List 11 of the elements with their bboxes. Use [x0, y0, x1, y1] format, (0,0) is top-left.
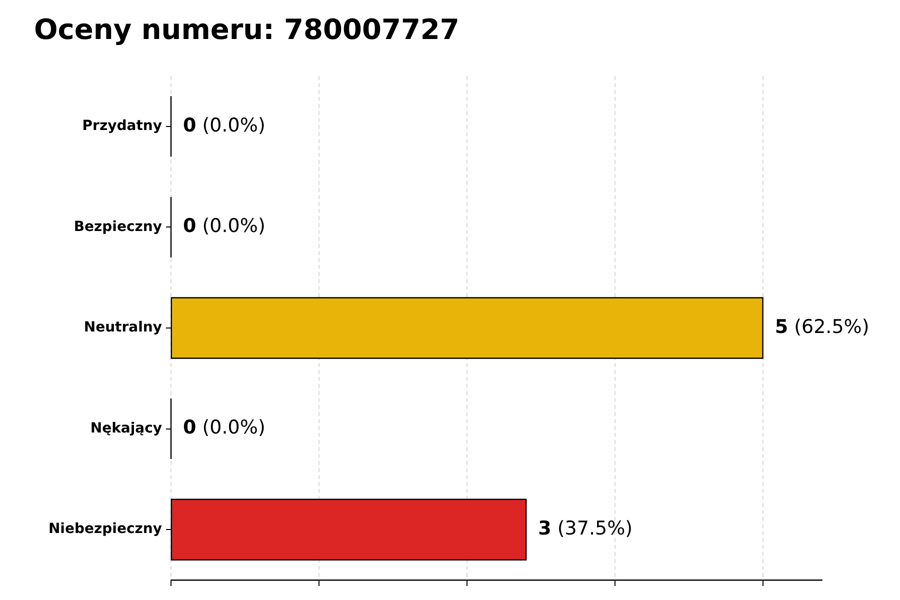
data-label: 0 (0.0%) [183, 215, 266, 238]
y-tick-label: Bezpieczny [74, 218, 162, 235]
y-tick-label: Neutralny [84, 320, 162, 336]
data-label: 5 (62.5%) [774, 316, 870, 338]
data-label: 0 (0.0%) [183, 416, 266, 439]
data-label: 3 (37.5%) [538, 518, 633, 540]
chart-title: Oceny numeru: 780007727 [34, 12, 460, 48]
data-label: 0 (0.0%) [183, 114, 266, 136]
y-tick-label: Przydatny [82, 118, 162, 134]
y-tick-label: Niebezpieczny [48, 521, 162, 538]
y-tick-label: Nękający [90, 420, 162, 436]
